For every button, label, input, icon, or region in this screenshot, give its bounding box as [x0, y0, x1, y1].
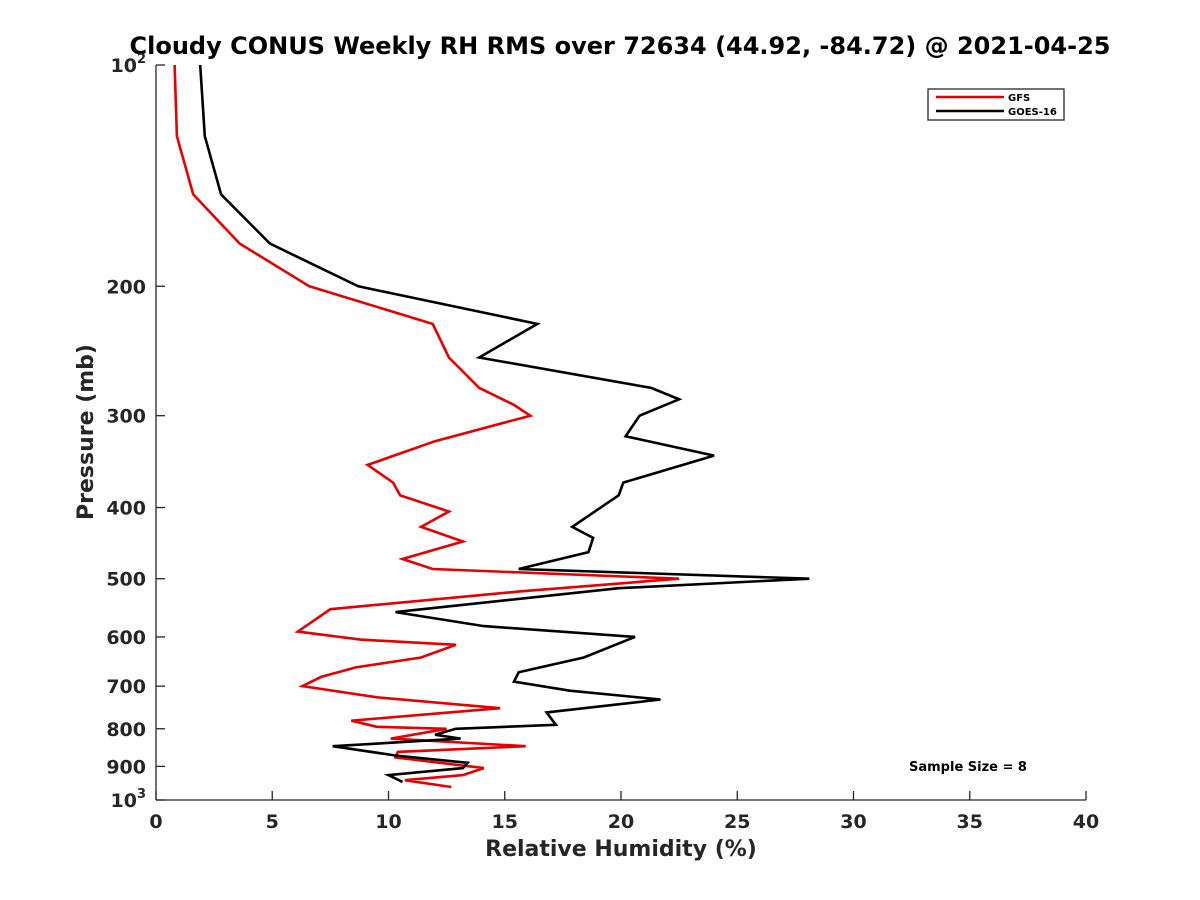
chart-title: Cloudy CONUS Weekly RH RMS over 72634 (4… — [130, 32, 1111, 60]
y-tick-label: 800 — [106, 719, 146, 741]
y-tick-label: 700 — [106, 676, 146, 698]
x-tick-label: 0 — [149, 811, 162, 833]
legend-box — [927, 88, 1065, 121]
tick-labels: 0 5 10 15 20 25 30 35 40 102 200 300 400 500 600 700 800… — [106, 52, 1099, 833]
y-tick-label: 900 — [106, 756, 146, 778]
plot-area — [156, 65, 1086, 800]
plot-background — [156, 65, 1086, 800]
x-tick-label: 35 — [957, 811, 983, 833]
x-axis-label: Relative Humidity (%) — [485, 837, 757, 862]
sample-size-annotation: Sample Size = 8 — [909, 760, 1027, 775]
y-axis-label: Pressure (mb) — [74, 344, 99, 520]
series-layer — [173, 64, 810, 789]
y-tick-label: 300 — [106, 406, 146, 428]
x-tick-label: 5 — [266, 811, 279, 833]
axes — [155, 64, 1087, 801]
series-line-goes-16 — [198, 64, 810, 784]
y-tick-label: 400 — [106, 498, 146, 520]
series-line-gfs — [173, 64, 680, 789]
y-tick-label-power: 103 — [111, 787, 147, 812]
legend: GFS GOES-16 — [927, 88, 1065, 121]
y-tick-label-power: 102 — [111, 52, 147, 77]
y-tick-label: 200 — [106, 276, 146, 298]
y-tick-label: 500 — [106, 569, 146, 591]
x-tick-label: 20 — [608, 811, 634, 833]
legend-label-gfs: GFS — [1008, 93, 1030, 104]
x-tick-label: 15 — [492, 811, 518, 833]
x-tick-label: 25 — [724, 811, 750, 833]
y-tick-label: 600 — [106, 627, 146, 649]
x-tick-label: 30 — [840, 811, 866, 833]
legend-label-goes-16: GOES-16 — [1008, 107, 1057, 118]
x-tick-label: 10 — [375, 811, 401, 833]
x-tick-label: 40 — [1073, 811, 1099, 833]
